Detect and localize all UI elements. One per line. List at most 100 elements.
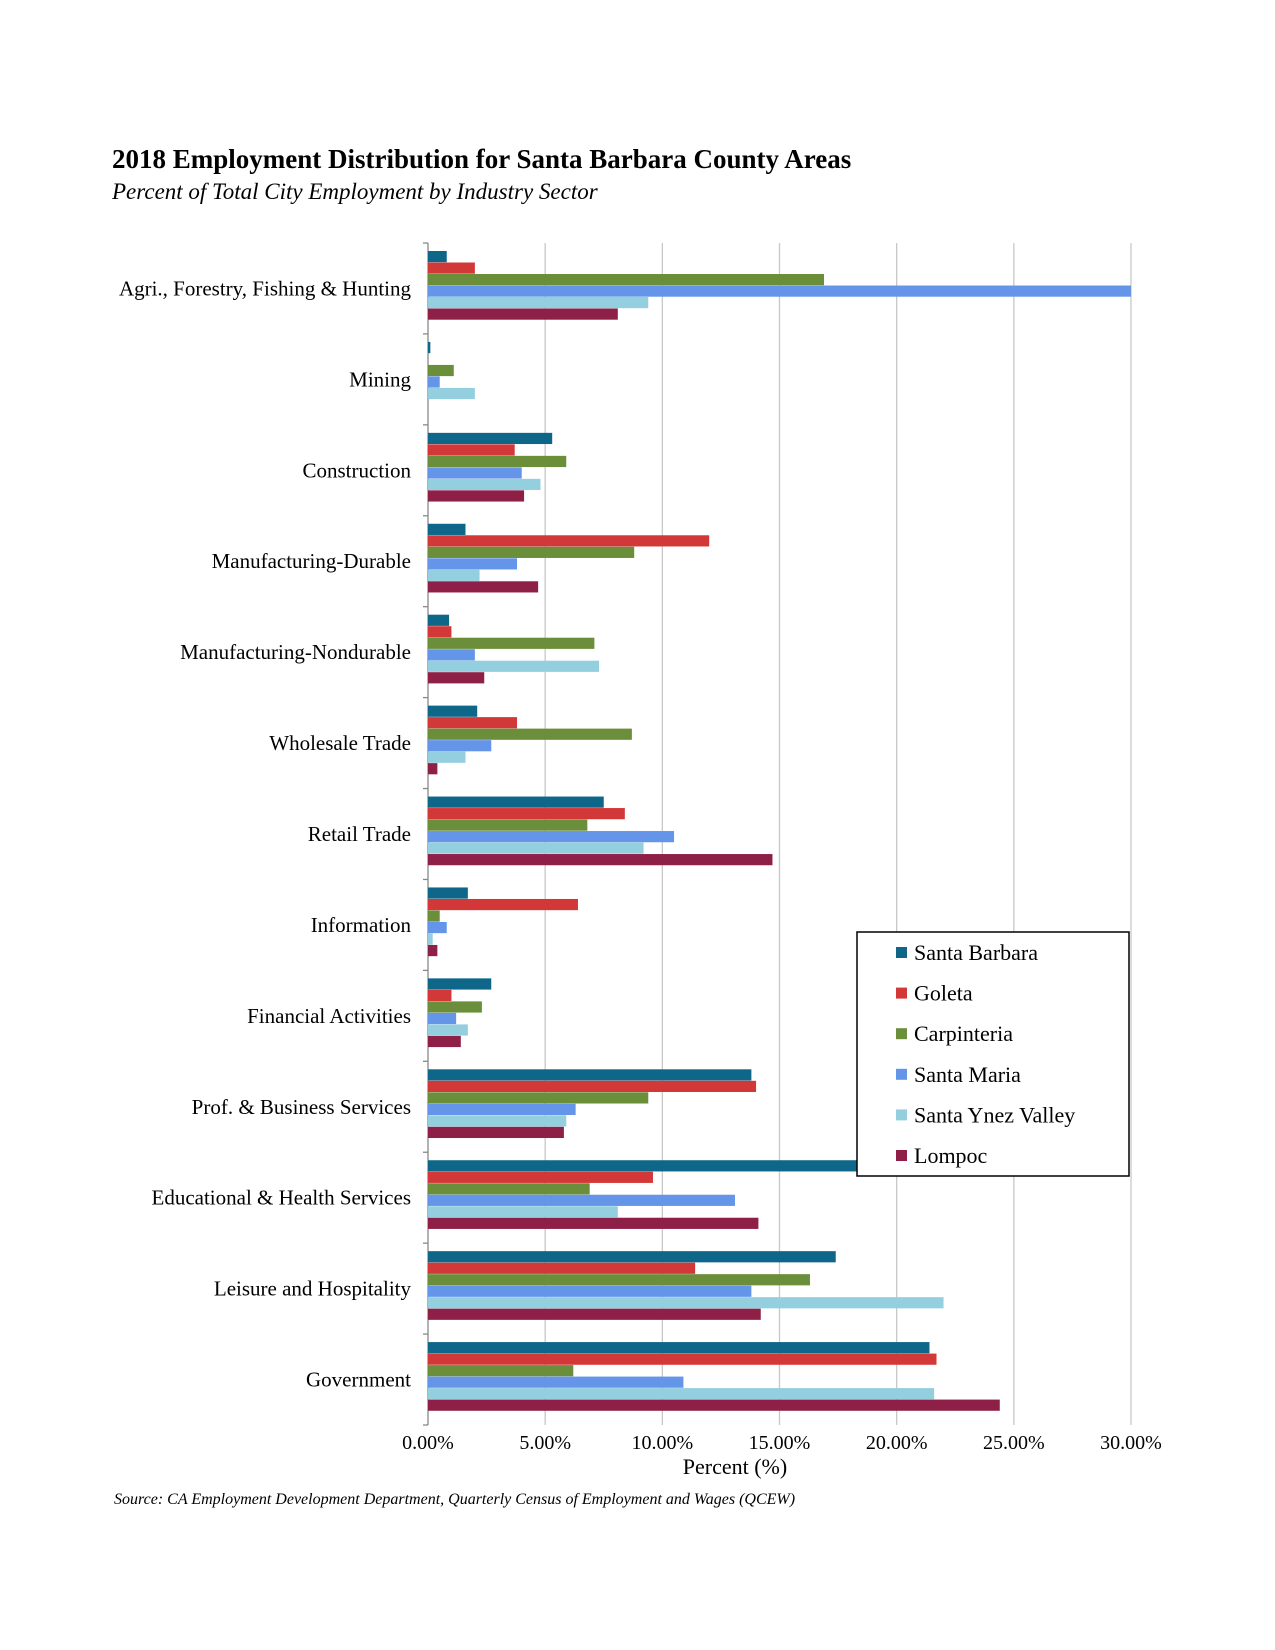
- bar-goleta-leisure-and-hospitality: Goleta — Leisure and Hospitality: 11.4%: [428, 1262, 696, 1274]
- bar-santa-ynez-valley-wholesale-trade: Santa Ynez Valley — Wholesale Trade: 1.6…: [428, 751, 466, 763]
- bar-santa-maria-wholesale-trade: Santa Maria — Wholesale Trade: 2.7%: [428, 740, 492, 752]
- bar-santa-maria-construction: Santa Maria — Construction: 4%: [428, 467, 522, 479]
- bar-carpinteria-educational-health-services: Carpinteria — Educational & Health Servi…: [428, 1183, 590, 1195]
- bar-santa-ynez-valley-construction: Santa Ynez Valley — Construction: 4.8%: [428, 478, 541, 491]
- bar-santa-maria-manufacturing-durable: Santa Maria — Manufacturing-Durable: 3.8…: [428, 558, 518, 570]
- bar-santa-maria-manufacturing-nondurable: Santa Maria — Manufacturing-Nondurable: …: [428, 649, 475, 661]
- bar-lompoc-educational-health-services: Lompoc — Educational & Health Services: …: [428, 1217, 759, 1229]
- bar-santa-maria-prof-business-services: Santa Maria — Prof. & Business Services:…: [428, 1103, 576, 1116]
- category-label: Manufacturing-Durable: [212, 549, 411, 573]
- bar-carpinteria-retail-trade: Carpinteria — Retail Trade: 6.8%: [428, 819, 588, 831]
- x-tick-labels: 0.00% 5.00% 10.00% 15.00% 20.00% 25.00% 30.00%: [402, 1432, 1162, 1454]
- bar-goleta-government: Goleta — Government: 21.7%: [428, 1353, 937, 1365]
- bar-santa-maria-financial-activities: Santa Maria — Financial Activities: 1.2%: [428, 1012, 457, 1025]
- bar-santa-barbara-manufacturing-nondurable: Santa Barbara — Manufacturing-Nondurable…: [428, 614, 450, 626]
- category-label: Prof. & Business Services: [192, 1095, 411, 1119]
- legend-label-lompoc: Lompoc: [914, 1143, 988, 1168]
- bar-santa-ynez-valley-manufacturing-nondurable: Santa Ynez Valley — Manufacturing-Nondur…: [428, 660, 600, 672]
- bar-santa-barbara-agri-forestry-fishing-hunting: Santa Barbara — Agri., Forestry, Fishing…: [428, 251, 447, 263]
- category-label: Financial Activities: [247, 1004, 411, 1028]
- x-tick-label: 15.00%: [749, 1432, 811, 1454]
- bar-santa-ynez-valley-government: Santa Ynez Valley — Government: 21.6%: [428, 1388, 935, 1400]
- legend-swatch-santa-ynez-valley: [896, 1109, 907, 1121]
- bar-carpinteria-agri-forestry-fishing-hunting: Carpinteria — Agri., Forestry, Fishing &…: [428, 274, 825, 286]
- bar-goleta-manufacturing-nondurable: Goleta — Manufacturing-Nondurable: 1%: [428, 626, 452, 638]
- bar-santa-maria-information: Santa Maria — Information: 0.8%: [428, 921, 447, 934]
- bar-lompoc-manufacturing-durable: Lompoc — Manufacturing-Durable: 4.7%: [428, 581, 539, 593]
- category-label: Manufacturing-Nondurable: [180, 640, 411, 664]
- bar-santa-barbara-manufacturing-durable: Santa Barbara — Manufacturing-Durable: 1…: [428, 523, 466, 535]
- bar-lompoc-information: Lompoc — Information: 0.4%: [428, 944, 438, 957]
- legend-label-carpinteria: Carpinteria: [914, 1021, 1013, 1046]
- bar-santa-barbara-educational-health-services: Santa Barbara — Educational & Health Ser…: [428, 1160, 857, 1172]
- bar-santa-ynez-valley-manufacturing-durable: Santa Ynez Valley — Manufacturing-Durabl…: [428, 569, 480, 581]
- bar-carpinteria-leisure-and-hospitality: Carpinteria — Leisure and Hospitality: 1…: [428, 1274, 810, 1286]
- legend-swatch-santa-maria: [896, 1068, 907, 1080]
- legend: Santa Barbara Goleta Carpinteria Santa Mari…: [856, 931, 1130, 1177]
- category-label: Construction: [303, 458, 412, 482]
- bar-carpinteria-financial-activities: Carpinteria — Financial Activities: 2.3%: [428, 1001, 482, 1013]
- x-tick-label: 5.00%: [519, 1432, 571, 1454]
- category-label: Information: [311, 913, 412, 937]
- bar-santa-maria-leisure-and-hospitality: Santa Maria — Leisure and Hospitality: 1…: [428, 1285, 752, 1297]
- bar-carpinteria-wholesale-trade: Carpinteria — Wholesale Trade: 8.7%: [428, 728, 632, 740]
- category-label: Wholesale Trade: [269, 731, 411, 755]
- bar-carpinteria-manufacturing-nondurable: Carpinteria — Manufacturing-Nondurable: …: [428, 637, 595, 649]
- category-label: Agri., Forestry, Fishing & Hunting: [119, 276, 412, 300]
- bar-lompoc-retail-trade: Lompoc — Retail Trade: 14.7%: [428, 854, 773, 866]
- bar-goleta-financial-activities: Goleta — Financial Activities: 1%: [428, 989, 452, 1002]
- bar-santa-barbara-information: Santa Barbara — Information: 1.7%: [428, 887, 468, 899]
- bar-santa-barbara-financial-activities: Santa Barbara — Financial Activities: 2.…: [428, 978, 492, 990]
- legend-swatch-santa-barbara: [896, 947, 907, 958]
- source-note: Source: CA Employment Development Depart…: [114, 1491, 796, 1508]
- x-tick-label: 25.00%: [983, 1432, 1045, 1454]
- bar-santa-ynez-valley-agri-forestry-fishing-hunting: Santa Ynez Valley — Agri., Forestry, Fis…: [428, 297, 649, 309]
- bar-goleta-construction: Goleta — Construction: 3.7%: [428, 444, 515, 456]
- x-tick-label: 20.00%: [866, 1432, 928, 1454]
- bar-lompoc-manufacturing-nondurable: Lompoc — Manufacturing-Nondurable: 2.4%: [428, 672, 485, 684]
- bar-lompoc-wholesale-trade: Lompoc — Wholesale Trade: 0.4%: [428, 763, 438, 775]
- bars-group: Santa Barbara — Agri., Forestry, Fishing…: [428, 251, 1131, 1411]
- bar-santa-barbara-wholesale-trade: Santa Barbara — Wholesale Trade: 2.1%: [428, 705, 478, 717]
- legend-label-santa-maria: Santa Maria: [914, 1062, 1021, 1087]
- x-tick-label: 0.00%: [402, 1432, 454, 1454]
- legend-swatch-goleta: [896, 987, 907, 999]
- category-labels: Agri., Forestry, Fishing & Hunting Mining…: [119, 276, 412, 1391]
- bar-goleta-agri-forestry-fishing-hunting: Goleta — Agri., Forestry, Fishing & Hunt…: [428, 262, 475, 274]
- bar-goleta-manufacturing-durable: Goleta — Manufacturing-Durable: 12%: [428, 535, 710, 547]
- bar-santa-barbara-retail-trade: Santa Barbara — Retail Trade: 7.5%: [428, 796, 604, 808]
- bar-santa-barbara-mining: Santa Barbara — Mining: 0.1%: [428, 341, 431, 354]
- bar-goleta-retail-trade: Goleta — Retail Trade: 8.4%: [428, 808, 625, 820]
- bar-santa-ynez-valley-leisure-and-hospitality: Santa Ynez Valley — Leisure and Hospital…: [428, 1297, 944, 1309]
- bar-carpinteria-information: Carpinteria — Information: 0.5%: [428, 910, 440, 922]
- bar-santa-barbara-prof-business-services: Santa Barbara — Prof. & Business Service…: [428, 1069, 752, 1081]
- bar-goleta-educational-health-services: Goleta — Educational & Health Services: …: [428, 1171, 653, 1183]
- bar-carpinteria-mining: Carpinteria — Mining: 1.1%: [428, 364, 454, 377]
- bar-santa-maria-educational-health-services: Santa Maria — Educational & Health Servi…: [428, 1194, 735, 1206]
- bar-santa-barbara-leisure-and-hospitality: Santa Barbara — Leisure and Hospitality:…: [428, 1251, 836, 1263]
- bar-santa-ynez-valley-mining: Santa Ynez Valley — Mining: 2%: [428, 387, 475, 400]
- legend-label-goleta: Goleta: [914, 981, 973, 1006]
- bar-goleta-information: Goleta — Information: 6.4%: [428, 898, 578, 911]
- category-label: Leisure and Hospitality: [214, 1277, 412, 1301]
- bar-lompoc-leisure-and-hospitality: Lompoc — Leisure and Hospitality: 14.2%: [428, 1308, 761, 1320]
- chart-subtitle: Percent of Total City Employment by Indu…: [112, 179, 598, 204]
- category-label: Mining: [349, 367, 411, 391]
- x-axis-label: Percent (%): [683, 1454, 787, 1479]
- category-label: Educational & Health Services: [152, 1186, 412, 1210]
- legend-label-santa-ynez-valley: Santa Ynez Valley: [914, 1102, 1075, 1127]
- bar-goleta-prof-business-services: Goleta — Prof. & Business Services: 14%: [428, 1080, 757, 1093]
- category-label: Government: [306, 1368, 411, 1392]
- x-tick-label: 30.00%: [1100, 1432, 1162, 1454]
- bar-lompoc-construction: Lompoc — Construction: 4.1%: [428, 490, 525, 502]
- bar-lompoc-government: Lompoc — Government: 24.4%: [428, 1399, 1000, 1411]
- bar-carpinteria-construction: Carpinteria — Construction: 5.9%: [428, 455, 567, 468]
- legend-label-santa-barbara: Santa Barbara: [914, 940, 1038, 965]
- bar-carpinteria-prof-business-services: Carpinteria — Prof. & Business Services:…: [428, 1092, 649, 1104]
- bar-santa-ynez-valley-prof-business-services: Santa Ynez Valley — Prof. & Business Ser…: [428, 1115, 567, 1127]
- bar-lompoc-financial-activities: Lompoc — Financial Activities: 1.4%: [428, 1035, 461, 1048]
- bar-santa-ynez-valley-information: Santa Ynez Valley — Information: 0.2%: [428, 933, 433, 945]
- bar-santa-ynez-valley-financial-activities: Santa Ynez Valley — Financial Activities…: [428, 1024, 468, 1036]
- category-label: Retail Trade: [308, 822, 411, 846]
- bar-santa-maria-mining: Santa Maria — Mining: 0.5%: [428, 376, 440, 388]
